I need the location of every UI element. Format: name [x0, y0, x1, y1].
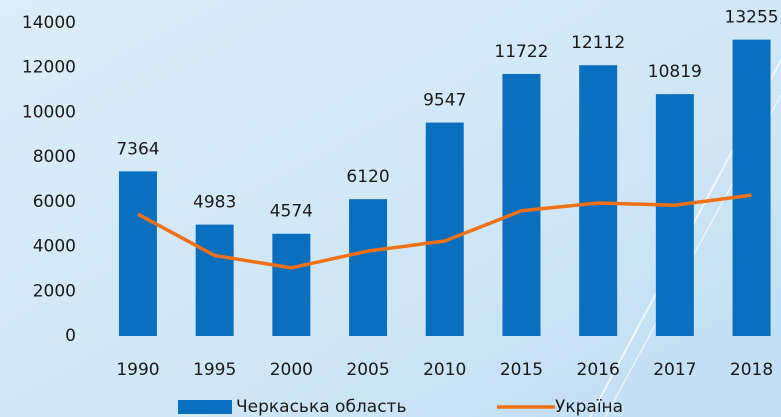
data-label: 10819	[648, 62, 702, 82]
y-tick-label: 8000	[33, 147, 76, 167]
data-label: 12112	[571, 33, 625, 53]
y-tick-label: 0	[65, 326, 76, 346]
y-tick-label: 2000	[33, 281, 76, 301]
legend-swatch	[178, 400, 232, 414]
x-tick-label: 1990	[116, 360, 159, 380]
data-label: 13255	[725, 8, 779, 28]
bar	[118, 171, 157, 336]
bar	[502, 73, 541, 337]
data-label: 4574	[270, 202, 313, 222]
bar	[732, 39, 771, 337]
bar	[349, 199, 388, 336]
data-label: 7364	[116, 139, 159, 159]
x-tick-label: 2010	[423, 360, 466, 380]
legend-label: Черкаська область	[236, 397, 406, 417]
bar	[655, 94, 694, 336]
data-label: 4983	[193, 193, 236, 213]
y-tick-label: 4000	[33, 237, 76, 257]
x-tick-label: 2015	[500, 360, 543, 380]
data-label: 9547	[423, 91, 466, 111]
bar	[195, 224, 234, 336]
legend-label: Україна	[555, 397, 623, 417]
x-tick-label: 2017	[653, 360, 696, 380]
y-tick-label: 6000	[33, 192, 76, 212]
x-tick-label: 2000	[270, 360, 313, 380]
x-tick-label: 2018	[730, 360, 773, 380]
x-tick-label: 1995	[193, 360, 236, 380]
data-label: 6120	[346, 167, 389, 187]
y-tick-label: 14000	[22, 13, 76, 33]
x-tick-label: 2016	[577, 360, 620, 380]
bar	[579, 65, 618, 336]
bar	[272, 233, 311, 336]
x-tick-label: 2005	[346, 360, 389, 380]
line	[137, 193, 752, 270]
y-tick-label: 10000	[22, 102, 76, 122]
data-label: 11722	[494, 42, 548, 62]
y-tick-label: 12000	[22, 58, 76, 78]
bar	[425, 122, 464, 336]
